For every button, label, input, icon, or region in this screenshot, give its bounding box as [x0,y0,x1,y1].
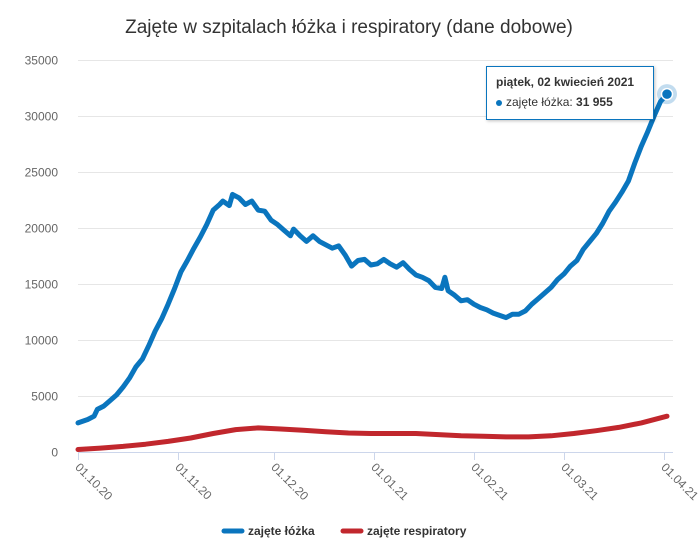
chart-title: Zajęte w szpitalach łóżka i respiratory … [125,17,573,38]
x-tick-label: 01.02.21 [468,460,511,503]
legend-label-0[interactable]: zajęte łóżka [248,524,315,538]
x-tick-label: 01.12.20 [268,460,311,503]
tooltip-series-dot [496,99,502,106]
y-tick-label: 25000 [25,166,59,180]
x-tick-label: 01.01.21 [368,460,411,503]
y-tick-label: 20000 [25,222,59,236]
series-line-0 [75,91,670,426]
x-tick-label: 01.03.21 [558,460,601,503]
x-tick-label: 01.10.20 [72,460,115,503]
y-tick-label: 5000 [31,390,58,404]
tooltip-date: piątek, 02 kwiecień 2021 [496,75,635,89]
x-axis: 01.10.20 01.11.20 01.12.20 01.01.21 01.02.21… [72,452,698,503]
tooltip: piątek, 02 kwiecień 2021 zajęte łóżka: 3… [486,66,654,120]
tooltip-series-label: zajęte łóżka: [506,95,573,109]
x-tick-label: 01.11.20 [172,460,215,503]
hover-marker [657,84,677,105]
tooltip-row: zajęte łóżka: 31 955 [496,95,644,109]
x-tick-label: 01.04.21 [658,460,698,503]
series-line-1 [75,413,670,452]
legend: zajęte łóżka zajęte respiratory [221,524,467,538]
y-tick-label: 35000 [25,54,59,68]
y-tick-label: 0 [51,446,58,460]
series-lines [75,91,670,452]
y-tick-label: 30000 [25,110,59,124]
y-axis: 0 5000 10000 15000 20000 25000 30000 35000 [25,54,59,460]
y-tick-label: 15000 [25,278,59,292]
y-tick-label: 10000 [25,334,59,348]
grid-lines [78,60,673,397]
hover-point [660,87,674,101]
legend-label-1[interactable]: zajęte respiratory [367,524,467,538]
tooltip-value: 31 955 [576,95,613,109]
